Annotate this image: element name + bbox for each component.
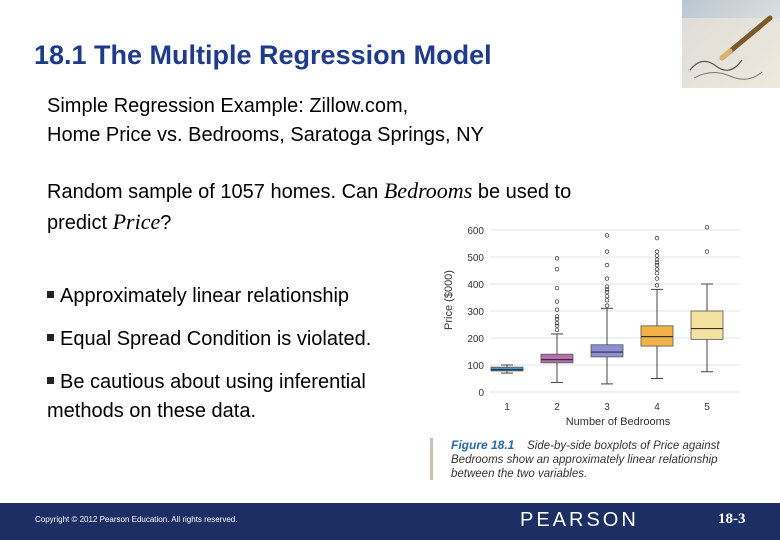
subtitle-line-1: Simple Regression Example: Zillow.com, — [47, 95, 409, 117]
outlier-point — [654, 283, 660, 288]
subtitle: Simple Regression Example: Zillow.com, H… — [47, 92, 484, 150]
slide-title: 18.1 The Multiple Regression Model — [34, 40, 492, 70]
box — [590, 344, 624, 358]
outlier-point — [704, 249, 710, 254]
outlier-point — [554, 285, 560, 291]
outlier-point — [604, 284, 610, 289]
box-group-4 — [640, 235, 674, 379]
box-group-3 — [590, 233, 624, 385]
caption-rule — [430, 438, 433, 480]
outlier-point — [654, 249, 660, 254]
figure-caption: Figure 18.1 Side-by-side boxplots of Pri… — [430, 438, 750, 484]
outlier-point — [654, 260, 660, 265]
boxes — [490, 225, 724, 385]
outlier-point — [604, 287, 610, 292]
outlier-point — [554, 316, 560, 322]
outlier-point — [554, 323, 560, 329]
outlier-point — [654, 276, 660, 281]
x-tick-label: 4 — [654, 402, 660, 413]
figure-label: Figure 18.1 — [451, 438, 515, 452]
caption-line-3: between the two variables. — [451, 468, 588, 480]
x-axis-label: Number of Bedrooms — [566, 416, 671, 428]
caption-line-2: Bedrooms show an approximately linear re… — [451, 454, 718, 466]
outlier-point — [604, 233, 610, 238]
y-tick-label: 0 — [478, 388, 484, 399]
question-part-1: Random sample of 1057 homes. Can — [47, 181, 384, 203]
y-tick-label: 400 — [467, 280, 484, 291]
x-tick-labels: 1 2 3 4 5 — [504, 402, 710, 413]
bullet-text: Equal Spread Condition is violated. — [60, 328, 372, 350]
outlier-point — [604, 276, 610, 281]
y-tick-label: 300 — [467, 307, 484, 318]
boxplot-chart: 0 100 200 300 400 500 600 Price ($000) 1 2 3 4 5 N… — [443, 225, 740, 428]
bullet-square-icon — [47, 377, 54, 385]
bullet-linear: Approximately linear relationship — [47, 282, 349, 311]
x-tick-label: 2 — [554, 402, 560, 413]
question-part-3: predict — [47, 212, 113, 234]
footer-bar: Copyright © 2012 Pearson Education. All … — [0, 503, 780, 540]
question-line-1: Random sample of 1057 homes. Can Bedroom… — [47, 176, 571, 207]
y-tick-label: 600 — [467, 226, 484, 237]
outlier-point — [554, 320, 560, 326]
outlier-point — [654, 262, 660, 268]
outlier-point — [554, 327, 560, 333]
pearson-logo: PEARSON — [520, 509, 639, 531]
box — [640, 325, 674, 347]
box-group-1 — [490, 364, 524, 374]
outlier-point — [654, 253, 660, 258]
x-tick-label: 3 — [604, 402, 610, 413]
box-group-5 — [690, 225, 724, 373]
outlier-point — [704, 225, 710, 230]
outlier-point — [654, 257, 660, 262]
question-text: Random sample of 1057 homes. Can Bedroom… — [47, 176, 571, 238]
y-tick-labels: 0 100 200 300 400 500 600 — [467, 226, 484, 399]
y-tick-label: 500 — [467, 253, 484, 264]
slide-number: 18-3 — [718, 511, 746, 527]
outlier-point — [554, 307, 560, 312]
outlier-point — [654, 235, 660, 241]
outlier-point — [654, 271, 660, 276]
bullet-text: Be cautious about using inferential — [60, 371, 366, 393]
question-part-4: ? — [160, 212, 172, 234]
y-tick-label: 100 — [467, 361, 484, 372]
bullet-square-icon — [47, 291, 54, 299]
box — [690, 310, 724, 340]
outlier-point — [554, 266, 560, 272]
y-tick-label: 200 — [467, 334, 484, 345]
bullet-text: Approximately linear relationship — [60, 285, 350, 307]
box-group-2 — [540, 256, 574, 384]
bullet-square-icon — [47, 334, 54, 342]
question-part-2: be used to — [472, 181, 572, 203]
variable-bedrooms: Bedrooms — [383, 178, 473, 203]
variable-price: Price — [112, 209, 161, 234]
outlier-point — [604, 293, 610, 299]
caption-line-1: Side-by-side boxplots of Price against — [527, 440, 720, 452]
question-line-2: predict Price? — [47, 207, 571, 238]
outlier-point — [554, 299, 560, 304]
caption-text: Figure 18.1 Side-by-side boxplots of Pri… — [451, 438, 751, 481]
outlier-point — [604, 289, 610, 295]
box — [540, 353, 574, 364]
outlier-point — [554, 256, 560, 261]
copyright-text: Copyright © 2012 Pearson Education. All … — [35, 515, 238, 524]
subtitle-line-2: Home Price vs. Bedrooms, Saratoga Spring… — [47, 124, 484, 146]
bullet-text-continued: methods on these data. — [47, 400, 257, 422]
outlier-point — [554, 314, 560, 319]
x-tick-label: 5 — [704, 402, 710, 413]
outlier-point — [604, 249, 610, 254]
outlier-point — [604, 303, 610, 308]
bullet-caution: Be cautious about using inferential meth… — [47, 368, 366, 426]
outlier-point — [604, 297, 610, 303]
outlier-point — [604, 262, 610, 268]
bullet-spread: Equal Spread Condition is violated. — [47, 325, 371, 354]
y-axis-label: Price ($000) — [443, 270, 455, 330]
x-tick-label: 1 — [504, 402, 510, 413]
outlier-point — [654, 266, 660, 272]
writing-pen-image — [682, 0, 780, 88]
